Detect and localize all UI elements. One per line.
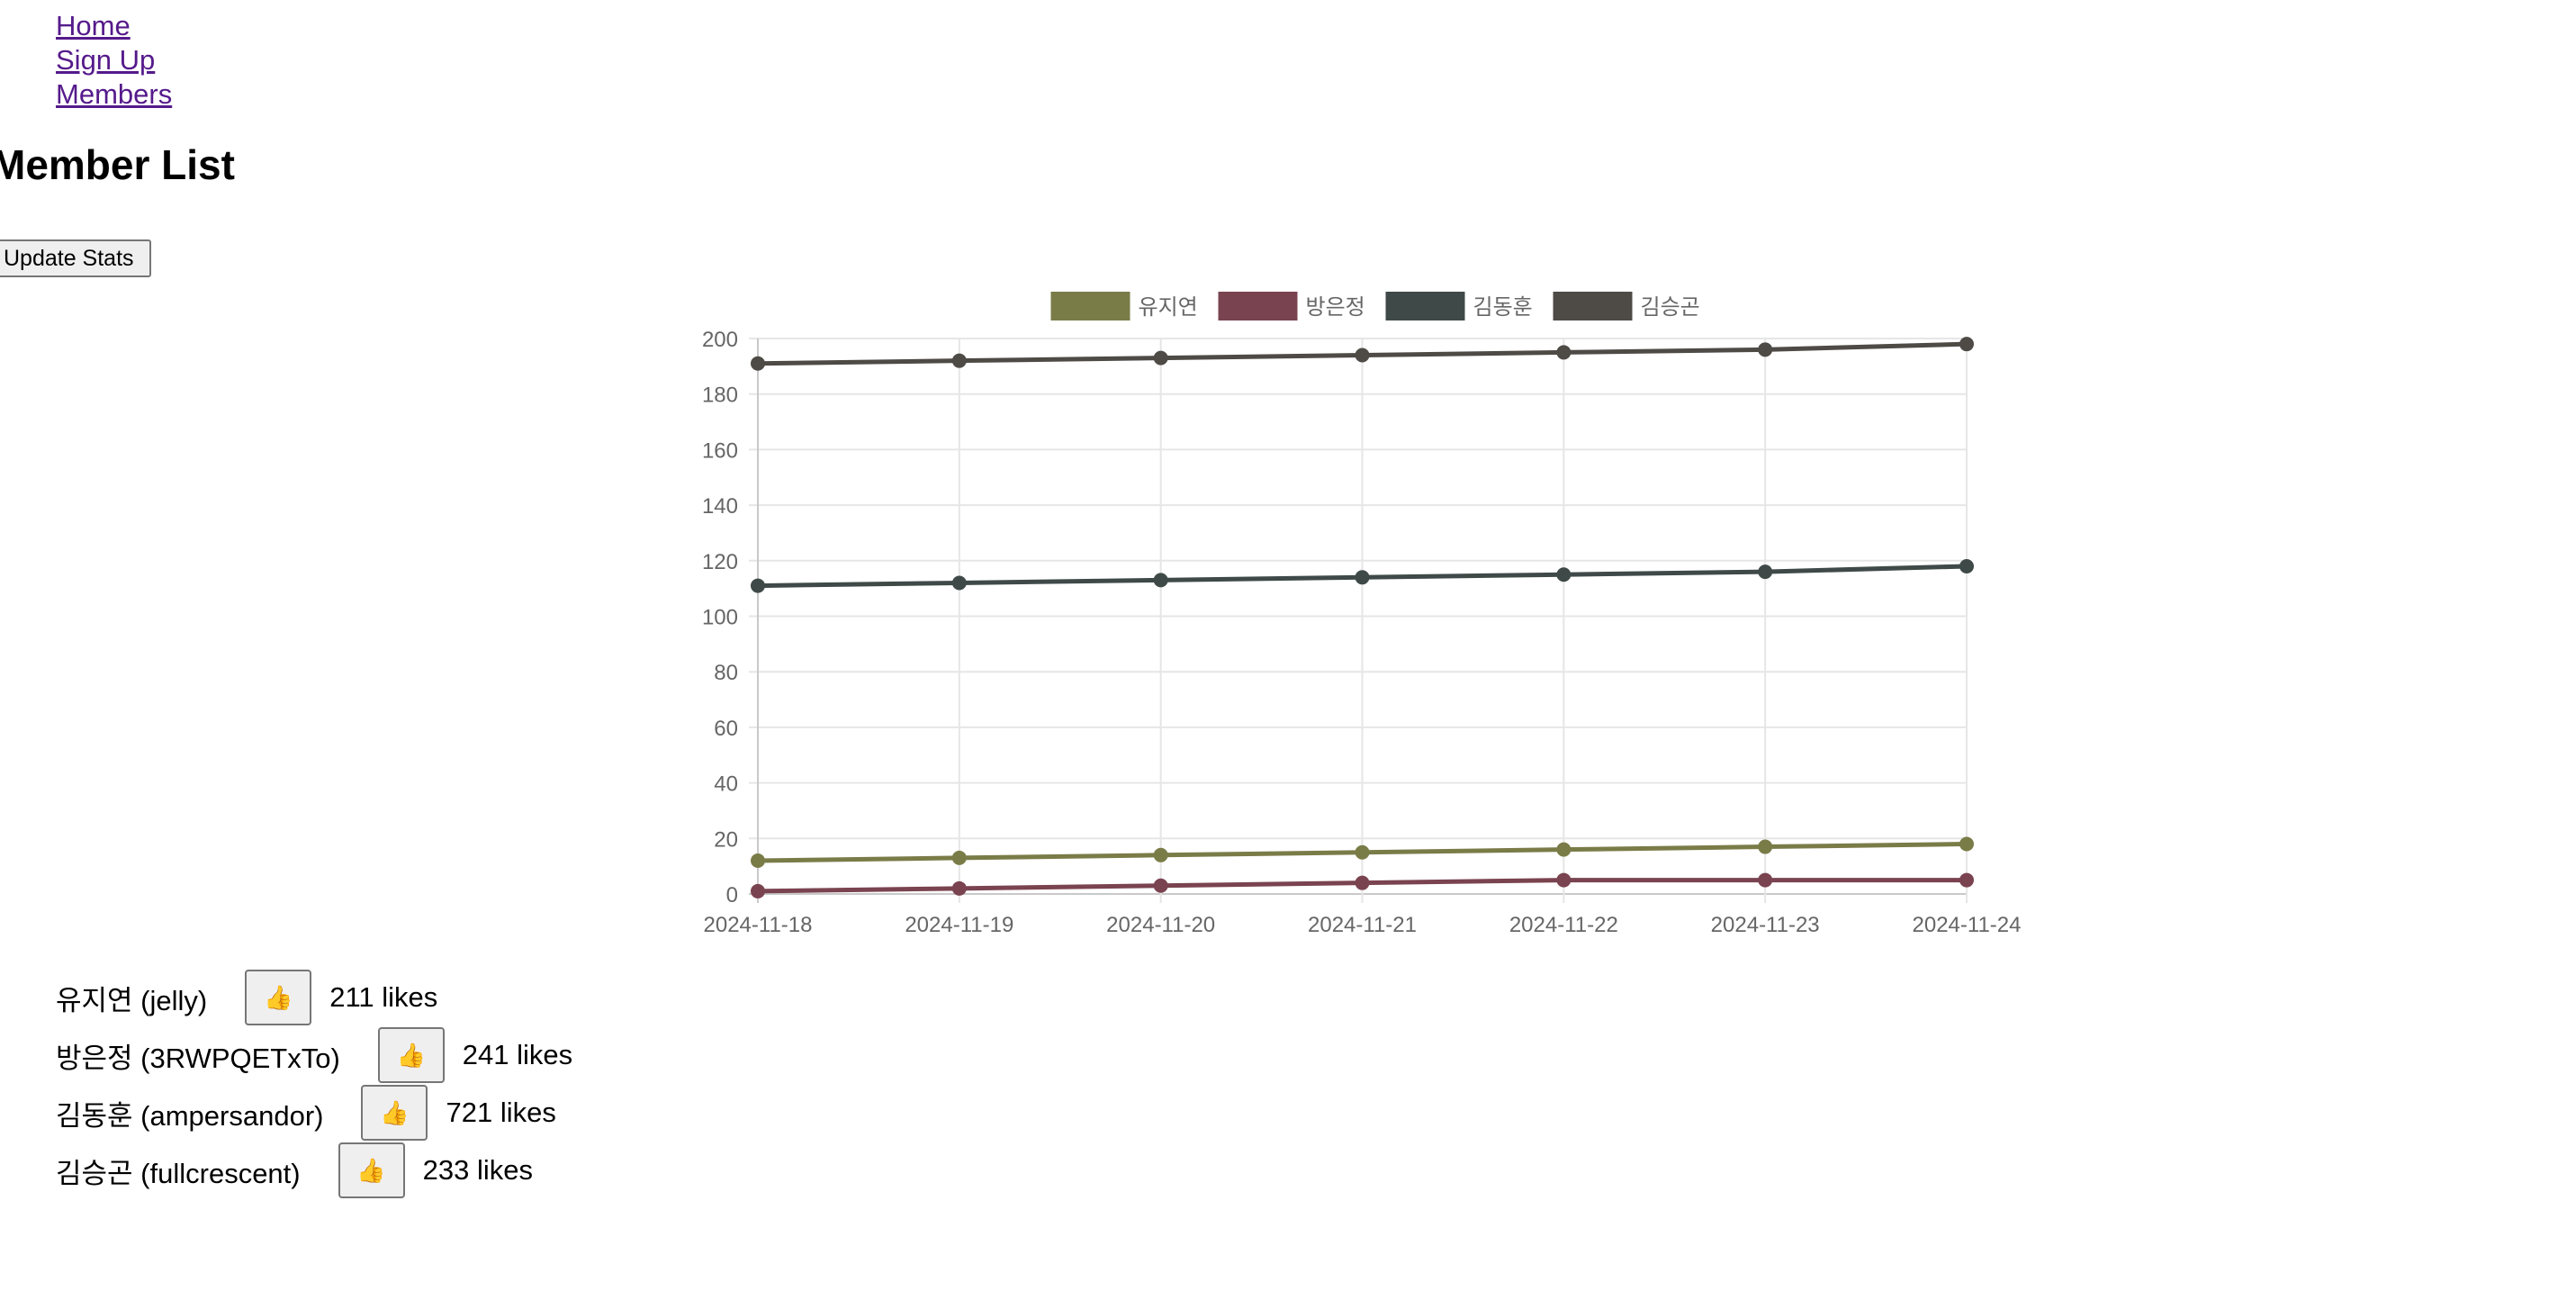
member-row: 유지연 (jelly) 👍 211 likes: [56, 969, 572, 1026]
legend-label: 방은정: [1306, 295, 1365, 320]
x-tick-label: 2024-11-24: [1913, 913, 2022, 937]
data-point: [951, 880, 967, 896]
y-tick-label: 80: [714, 661, 738, 685]
data-point: [1355, 875, 1370, 890]
thumbs-up-icon: 👍: [380, 1098, 410, 1126]
data-point: [1959, 337, 1974, 352]
x-tick-label: 2024-11-18: [704, 913, 813, 937]
y-tick-label: 60: [714, 717, 738, 741]
x-tick-label: 2024-11-20: [1106, 913, 1215, 937]
member-list: 유지연 (jelly) 👍 211 likes 방은정 (3RWPQETxTo)…: [56, 969, 572, 1199]
thumbs-up-icon: 👍: [356, 1156, 386, 1184]
legend-label: 유지연: [1139, 295, 1198, 320]
like-button[interactable]: 👍: [361, 1085, 428, 1141]
like-count: 211 likes: [329, 981, 438, 1013]
data-point: [1758, 872, 1773, 888]
nav-item-members: Members: [56, 77, 172, 112]
page-title: Member List: [0, 141, 235, 188]
y-tick-label: 100: [702, 606, 738, 630]
legend-swatch: [1050, 292, 1130, 320]
x-tick-label: 2024-11-22: [1509, 913, 1618, 937]
data-point: [1153, 350, 1168, 366]
signup-link[interactable]: Sign Up: [56, 44, 156, 76]
data-point: [1758, 342, 1773, 357]
nav-item-home: Home: [56, 9, 172, 43]
y-tick-label: 0: [726, 883, 738, 907]
members-link[interactable]: Members: [56, 78, 173, 110]
legend-swatch: [1553, 292, 1633, 320]
like-count: 721 likes: [446, 1097, 556, 1128]
data-point: [751, 578, 765, 593]
y-tick-label: 120: [702, 550, 738, 574]
nav-item-signup: Sign Up: [56, 43, 172, 77]
home-link[interactable]: Home: [56, 10, 131, 41]
data-point: [1758, 839, 1773, 854]
y-tick-label: 160: [702, 438, 738, 463]
like-count: 241 likes: [462, 1039, 573, 1070]
data-point: [1355, 844, 1370, 860]
y-tick-label: 180: [702, 384, 738, 408]
member-row: 김승곤 (fullcrescent) 👍 233 likes: [56, 1142, 572, 1199]
data-point: [1556, 842, 1572, 857]
data-point: [1355, 570, 1370, 585]
member-name: 김승곤 (fullcrescent): [56, 1157, 301, 1189]
legend-swatch: [1385, 292, 1465, 320]
thumbs-up-icon: 👍: [396, 1041, 426, 1069]
data-point: [751, 883, 765, 898]
member-name: 김동훈 (ampersandor): [56, 1099, 324, 1132]
data-point: [751, 853, 765, 868]
data-point: [1758, 564, 1773, 580]
x-tick-label: 2024-11-21: [1308, 913, 1417, 937]
data-point: [951, 353, 967, 368]
data-point: [951, 850, 967, 865]
member-name: 방은정 (3RWPQETxTo): [56, 1042, 340, 1074]
data-point: [1959, 836, 1974, 852]
data-point: [1556, 567, 1572, 582]
like-count: 233 likes: [422, 1154, 533, 1186]
y-tick-label: 20: [714, 827, 738, 852]
member-row: 방은정 (3RWPQETxTo) 👍 241 likes: [56, 1026, 572, 1084]
y-tick-label: 200: [702, 328, 738, 352]
data-point: [1556, 872, 1572, 888]
legend-label: 김동훈: [1473, 295, 1533, 320]
x-tick-label: 2024-11-23: [1711, 913, 1820, 937]
data-point: [1959, 558, 1974, 573]
legend-label: 김승곤: [1641, 295, 1700, 320]
nav-menu: Home Sign Up Members: [56, 9, 172, 112]
y-tick-label: 140: [702, 494, 738, 519]
data-point: [1153, 847, 1168, 862]
legend-swatch: [1218, 292, 1298, 320]
update-stats-button[interactable]: Update Stats: [0, 239, 151, 277]
data-point: [951, 575, 967, 591]
likes-line-chart: 0 20 40 60 80 100 120 140 160 180 200 2024-11-18 202…: [702, 292, 2022, 937]
member-row: 김동훈 (ampersandor) 👍 721 likes: [56, 1084, 572, 1142]
data-point: [1153, 878, 1168, 893]
data-point: [1556, 345, 1572, 360]
data-point: [1355, 348, 1370, 363]
data-point: [1959, 872, 1974, 888]
like-button[interactable]: 👍: [245, 970, 312, 1025]
data-point: [1153, 573, 1168, 588]
thumbs-up-icon: 👍: [264, 983, 293, 1011]
member-name: 유지연 (jelly): [56, 984, 208, 1016]
x-tick-label: 2024-11-19: [905, 913, 1013, 937]
like-button[interactable]: 👍: [377, 1027, 445, 1083]
like-button[interactable]: 👍: [338, 1142, 405, 1198]
y-tick-label: 40: [714, 772, 738, 797]
data-point: [751, 356, 765, 371]
